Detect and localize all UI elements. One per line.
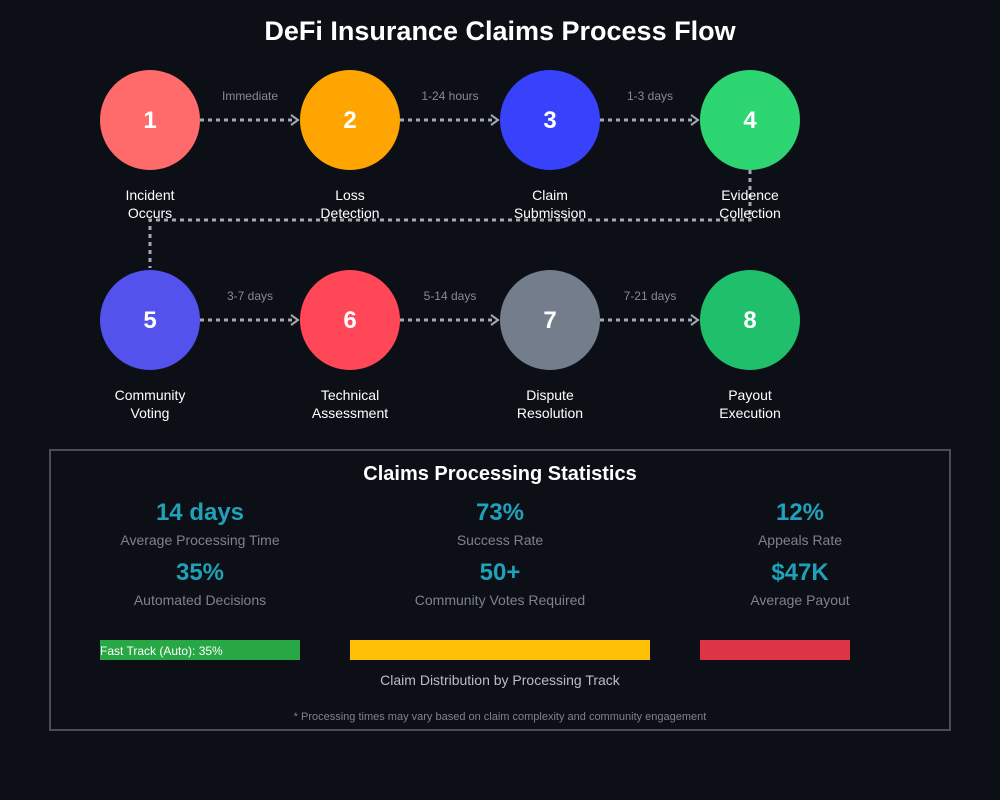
step-node-3: 3 Claim Submission xyxy=(500,70,600,221)
step-label-line-1: Evidence xyxy=(721,187,779,203)
step-label-line-2: Submission xyxy=(514,205,586,221)
stat-label-success-rate: Success Rate xyxy=(457,532,544,548)
step-circle xyxy=(300,70,400,170)
step-node-6: 6 Technical Assessment xyxy=(300,270,400,421)
step-circle xyxy=(300,270,400,370)
track-bar-fast xyxy=(100,640,300,660)
duration-label-7-8: 7-21 days xyxy=(624,289,677,303)
arrow-head-3-4 xyxy=(690,114,700,126)
step-label-line-1: Incident xyxy=(125,187,174,203)
step-label-line-2: Detection xyxy=(320,205,379,221)
step-label-line-2: Collection xyxy=(719,205,780,221)
step-label-line-2: Assessment xyxy=(312,405,388,421)
step-label-line-1: Payout xyxy=(728,387,772,403)
stat-label-avg-processing-time: Average Processing Time xyxy=(120,532,279,548)
duration-label-5-6: 3-7 days xyxy=(227,289,273,303)
step-circle xyxy=(100,70,200,170)
connector-4-5 xyxy=(148,170,752,268)
stat-value-success-rate: 73% xyxy=(476,499,524,526)
duration-label-1-2: Immediate xyxy=(222,89,278,103)
step-node-8: 8 Payout Execution xyxy=(700,270,800,421)
page-title: DeFi Insurance Claims Process Flow xyxy=(264,16,736,46)
step-circle xyxy=(700,270,800,370)
step-label-line-1: Community xyxy=(115,387,186,403)
stats-title: Claims Processing Statistics xyxy=(363,463,636,485)
step-circle xyxy=(500,270,600,370)
step-number: 6 xyxy=(343,307,356,334)
step-number: 3 xyxy=(543,107,556,134)
arrow-head-1-2 xyxy=(290,114,300,126)
step-node-1: 1 Incident Occurs xyxy=(100,70,200,221)
track-bar-dispute xyxy=(700,640,850,660)
duration-label-6-7: 5-14 days xyxy=(424,289,477,303)
step-number: 2 xyxy=(343,107,356,134)
step-number: 8 xyxy=(743,307,756,334)
stat-value-appeals-rate: 12% xyxy=(776,499,824,526)
footnote: * Processing times may vary based on cla… xyxy=(294,711,707,723)
connectors xyxy=(148,114,752,326)
duration-label-2-3: 1-24 hours xyxy=(421,89,478,103)
step-label-line-1: Technical xyxy=(321,387,379,403)
step-node-4: 4 Evidence Collection xyxy=(700,70,800,221)
track-bar-fast-label: Fast Track (Auto): 35% xyxy=(100,644,223,658)
step-label-line-1: Claim xyxy=(532,187,568,203)
stats-panel: Claims Processing Statistics 14 days Ave… xyxy=(49,449,951,731)
step-circle xyxy=(500,70,600,170)
stats-panel-frame xyxy=(49,449,951,731)
step-circle xyxy=(100,270,200,370)
step-node-2: 2 Loss Detection xyxy=(300,70,400,221)
stat-label-community-votes: Community Votes Required xyxy=(415,592,585,608)
stat-value-automated-decisions: 35% xyxy=(176,559,224,586)
stat-label-automated-decisions: Automated Decisions xyxy=(134,592,266,608)
step-number: 7 xyxy=(543,307,556,334)
step-number: 1 xyxy=(143,107,156,134)
stat-value-average-payout: $47K xyxy=(771,559,829,586)
step-circle xyxy=(700,70,800,170)
step-number: 4 xyxy=(743,107,757,134)
step-label-line-2: Occurs xyxy=(128,205,172,221)
step-label-line-2: Voting xyxy=(131,405,170,421)
step-label-line-2: Resolution xyxy=(517,405,583,421)
arrow-head-2-3 xyxy=(490,114,500,126)
stat-label-appeals-rate: Appeals Rate xyxy=(758,532,842,548)
duration-labels: Immediate 1-24 hours 1-3 days 3-7 days 5… xyxy=(222,89,676,303)
track-bar-standard xyxy=(350,640,650,660)
stat-value-community-votes: 50+ xyxy=(480,559,521,586)
step-label-line-2: Execution xyxy=(719,405,780,421)
distribution-caption: Claim Distribution by Processing Track xyxy=(380,672,621,688)
step-label-line-1: Loss xyxy=(335,187,365,203)
step-node-7: 7 Dispute Resolution xyxy=(500,270,600,421)
stat-value-avg-processing-time: 14 days xyxy=(156,499,244,526)
step-label-line-1: Dispute xyxy=(526,387,574,403)
arrow-head-5-6 xyxy=(290,314,300,326)
arrow-head-7-8 xyxy=(690,314,700,326)
step-node-5: 5 Community Voting xyxy=(100,270,200,421)
arrow-head-6-7 xyxy=(490,314,500,326)
stat-label-average-payout: Average Payout xyxy=(750,592,849,608)
step-number: 5 xyxy=(143,307,156,334)
duration-label-3-4: 1-3 days xyxy=(627,89,673,103)
